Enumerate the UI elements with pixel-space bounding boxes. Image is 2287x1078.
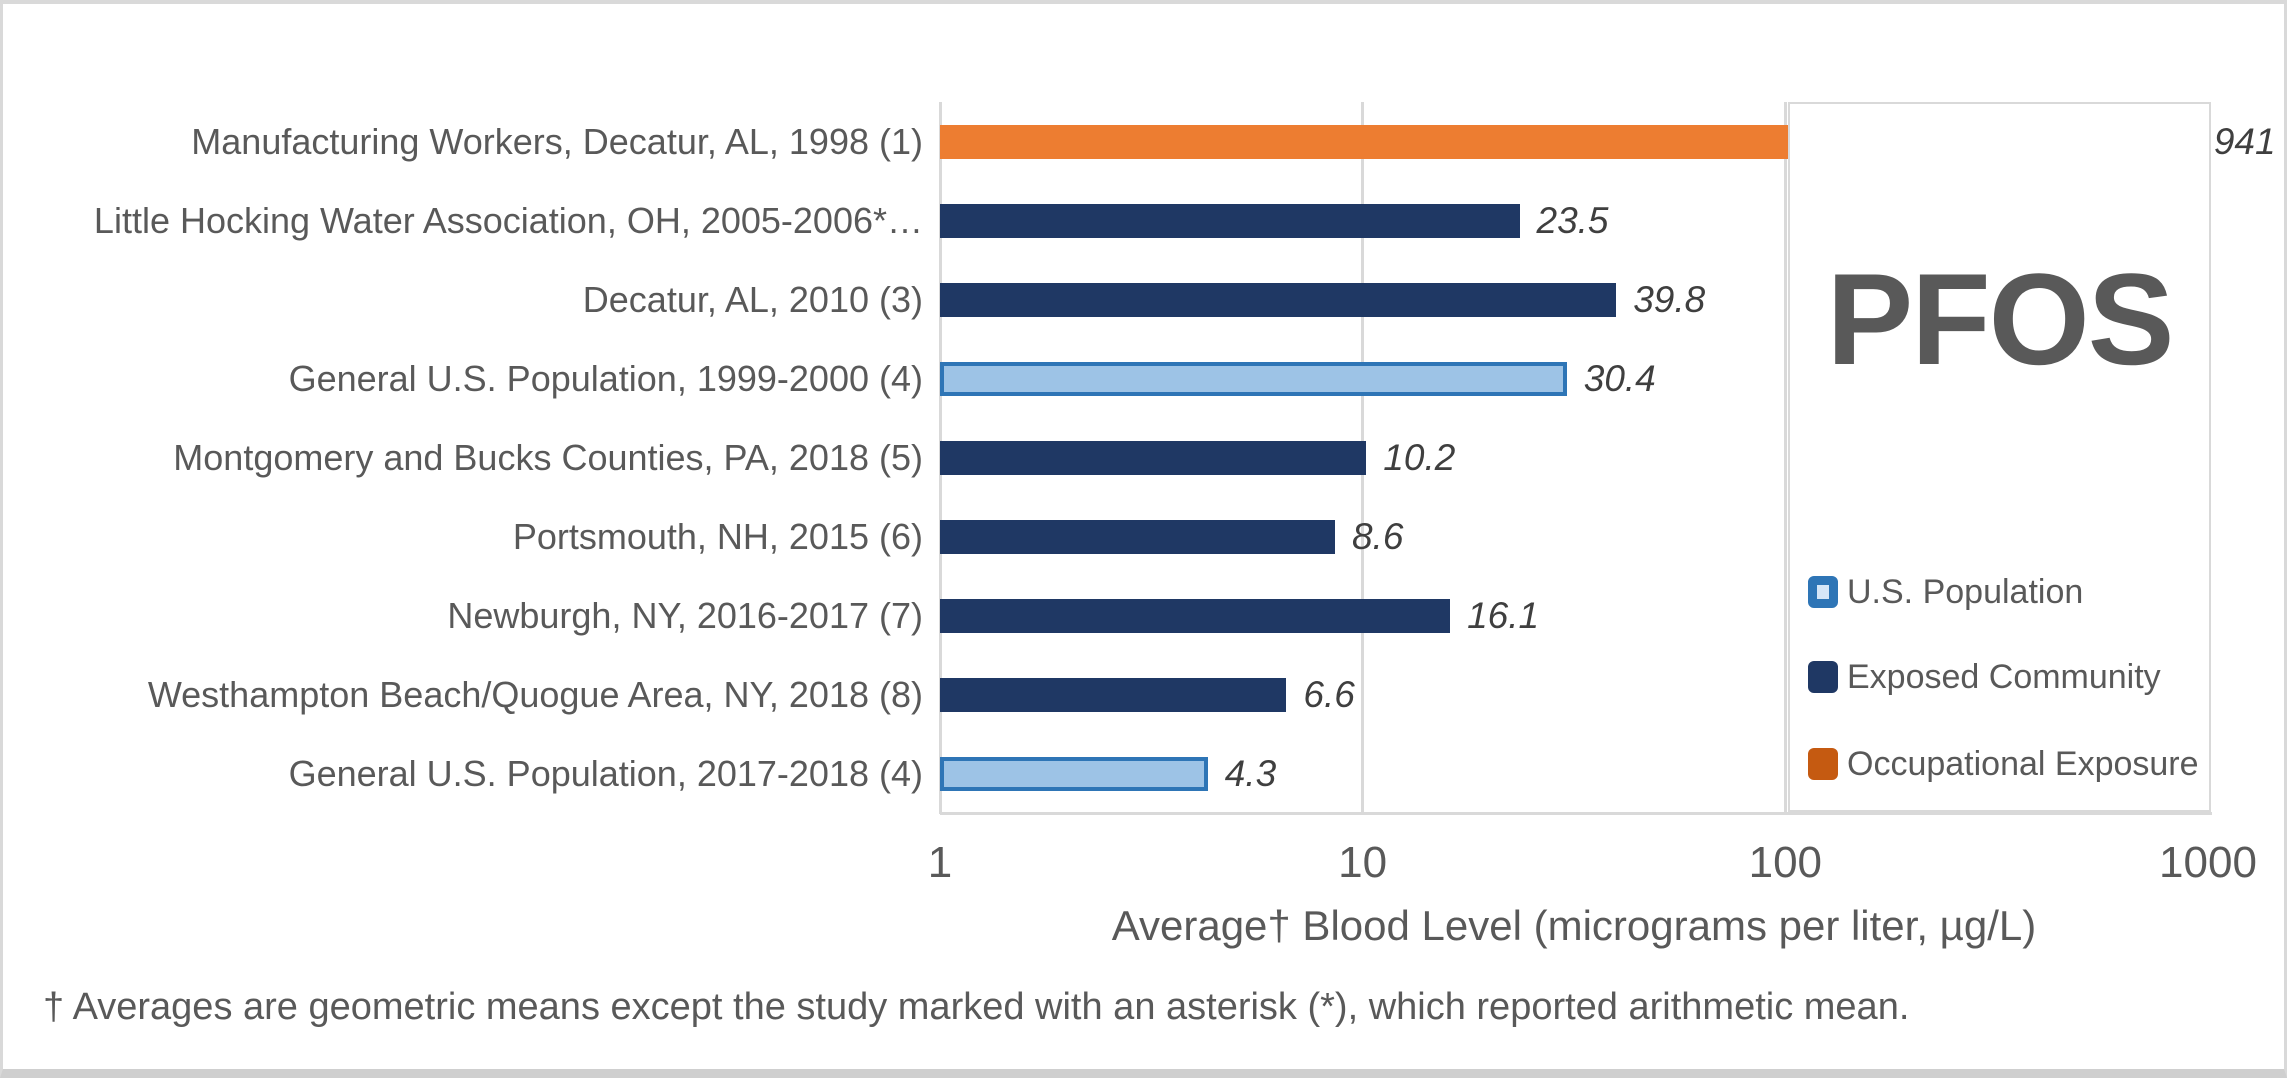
legend-label: U.S. Population bbox=[1847, 572, 2084, 611]
legend-swatch-us_population bbox=[1808, 576, 1838, 608]
x-tick-label: 10 bbox=[1338, 838, 1388, 887]
x-axis-title: Average† Blood Level (micrograms per lit… bbox=[1111, 902, 2037, 949]
category-label: Westhampton Beach/Quogue Area, NY, 2018 … bbox=[147, 674, 923, 716]
category-label: Newburgh, NY, 2016-2017 (7) bbox=[447, 595, 923, 637]
bar-us_population bbox=[940, 361, 1567, 396]
gridline-100 bbox=[1783, 102, 1787, 814]
bar-exposed bbox=[940, 520, 1335, 555]
value-label: 8.6 bbox=[1351, 516, 1404, 558]
bar-exposed bbox=[940, 599, 1451, 634]
chart-title: PFOS bbox=[1826, 246, 2175, 392]
bar-exposed bbox=[940, 441, 1367, 475]
bar-exposed bbox=[940, 203, 1520, 238]
category-label: General U.S. Population, 1999-2000 (4) bbox=[288, 357, 923, 399]
legend-label: Occupational Exposure bbox=[1847, 744, 2199, 783]
legend-entry-occupational: Occupational Exposure bbox=[1808, 744, 2199, 783]
legend: PFOS U.S. Population Exposed Community Occ… bbox=[1788, 102, 2211, 812]
category-label: Little Hocking Water Association, OH, 20… bbox=[93, 199, 923, 241]
value-label: 941 bbox=[2213, 120, 2276, 162]
value-label: 16.1 bbox=[1467, 595, 1540, 637]
x-tick-label: 1000 bbox=[2159, 838, 2257, 887]
category-label: General U.S. Population, 2017-2018 (4) bbox=[288, 753, 923, 795]
legend-entry-exposed: Exposed Community bbox=[1808, 657, 2161, 696]
bar-us_population bbox=[940, 757, 1208, 792]
value-label: 10.2 bbox=[1383, 437, 1456, 478]
value-label: 23.5 bbox=[1536, 199, 1609, 241]
x-tick-label: 1 bbox=[927, 838, 953, 887]
x-tick-label: 100 bbox=[1748, 838, 1823, 887]
bar-exposed bbox=[940, 282, 1617, 317]
category-label: Portsmouth, NH, 2015 (6) bbox=[512, 516, 923, 558]
category-label: Decatur, AL, 2010 (3) bbox=[582, 278, 923, 320]
value-label: 39.8 bbox=[1633, 278, 1706, 320]
category-label: Manufacturing Workers, Decatur, AL, 1998… bbox=[191, 120, 923, 162]
value-label: 6.6 bbox=[1303, 674, 1355, 716]
category-label: Montgomery and Bucks Counties, PA, 2018 … bbox=[173, 436, 923, 478]
legend-swatch-occupational bbox=[1808, 748, 1838, 780]
value-label: 30.4 bbox=[1583, 357, 1656, 399]
bar-exposed bbox=[940, 678, 1287, 713]
legend-label: Exposed Community bbox=[1847, 657, 2161, 696]
value-label: 4.3 bbox=[1224, 753, 1277, 795]
footnote: † Averages are geometric means except th… bbox=[43, 986, 1910, 1028]
legend-entry-us_population: U.S. Population bbox=[1808, 572, 2084, 611]
legend-swatch-exposed bbox=[1808, 661, 1838, 693]
x-axis-line bbox=[940, 812, 2212, 815]
